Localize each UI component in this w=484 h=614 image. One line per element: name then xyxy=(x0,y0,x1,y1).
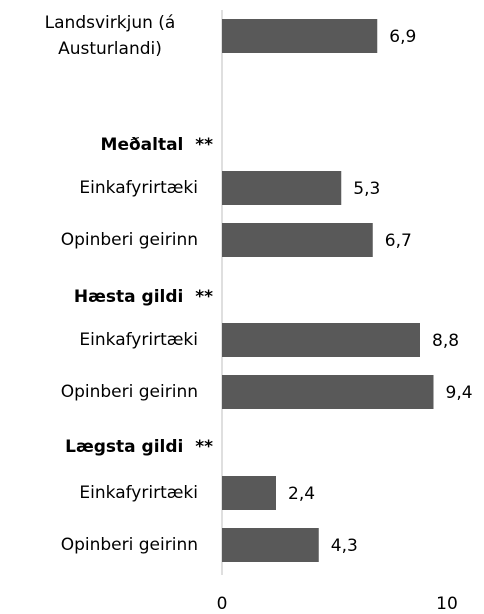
x-tick-label: 0 xyxy=(217,594,228,614)
category-label: Opinberi geirinn xyxy=(60,535,198,555)
category-label: Opinberi geirinn xyxy=(60,230,198,250)
x-tick-label: 10 xyxy=(436,594,458,614)
value-label: 2,4 xyxy=(288,484,315,504)
group-header: Lægsta gildi ** xyxy=(65,437,213,457)
category-label: Landsvirkjun (á Austurlandi) xyxy=(44,13,176,59)
category-label: Einkafyrirtæki xyxy=(79,483,198,503)
bar xyxy=(222,223,373,257)
value-label: 8,8 xyxy=(432,331,459,351)
bar xyxy=(222,19,378,53)
value-label: 4,3 xyxy=(331,536,358,556)
value-label: 6,7 xyxy=(385,231,412,251)
category-label: Opinberi geirinn xyxy=(60,382,198,402)
bar xyxy=(222,375,434,409)
bar xyxy=(222,476,276,510)
category-label: Einkafyrirtæki xyxy=(79,178,198,198)
value-label: 6,9 xyxy=(389,27,416,47)
bar xyxy=(222,323,420,357)
value-label: 9,4 xyxy=(446,383,473,403)
bar xyxy=(222,171,342,205)
category-label: Einkafyrirtæki xyxy=(79,330,198,350)
group-header: Meðaltal ** xyxy=(100,135,213,155)
value-label: 5,3 xyxy=(353,179,380,199)
group-header: Hæsta gildi ** xyxy=(73,287,213,307)
bar xyxy=(222,528,319,562)
